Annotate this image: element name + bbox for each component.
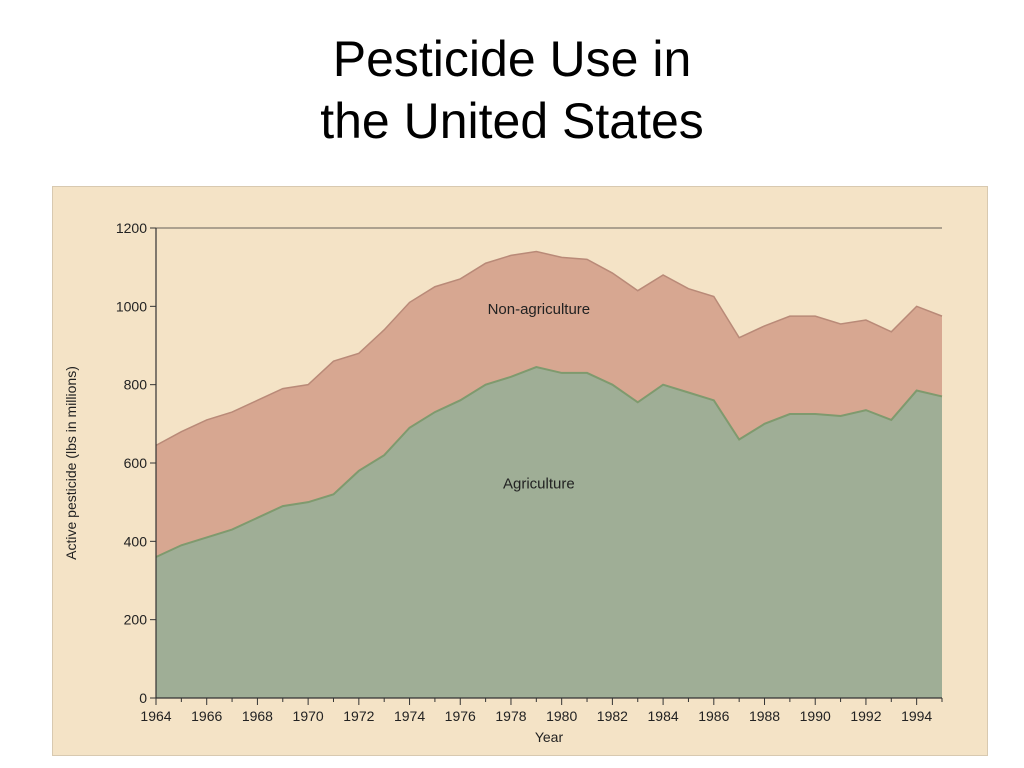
pesticide-area-chart: 0 200 400 600 800 1000 1200 1964 1966 1968 1970 197… bbox=[63, 220, 943, 745]
x-tick-label: 1988 bbox=[749, 708, 780, 724]
x-tick-label: 1982 bbox=[597, 708, 628, 724]
y-tick-label: 0 bbox=[139, 690, 147, 706]
non-agriculture-top-line bbox=[155, 250, 943, 447]
x-tick-label: 1976 bbox=[445, 708, 476, 724]
y-axis-label: Active pesticide (lbs in millions) bbox=[63, 366, 79, 560]
title-line-2: the United States bbox=[320, 93, 704, 149]
x-tick-label: 1974 bbox=[394, 708, 425, 724]
non-agriculture-area bbox=[156, 251, 942, 557]
y-tick-label: 600 bbox=[124, 455, 148, 471]
agriculture-area bbox=[156, 367, 942, 698]
x-tick-label: 1984 bbox=[648, 708, 679, 724]
x-tick-label: 1972 bbox=[343, 708, 374, 724]
x-axis-label: Year bbox=[535, 729, 564, 745]
x-tick-label: 1990 bbox=[800, 708, 831, 724]
x-tick-label: 1994 bbox=[901, 708, 932, 724]
x-tick-label: 1970 bbox=[293, 708, 324, 724]
agriculture-label: Agriculture bbox=[503, 475, 575, 492]
x-tick-label: 1978 bbox=[495, 708, 526, 724]
x-tick-label: 1986 bbox=[698, 708, 729, 724]
slide-title: Pesticide Use in the United States bbox=[0, 28, 1024, 152]
y-tick-label: 400 bbox=[124, 533, 148, 549]
y-tick-label: 800 bbox=[124, 377, 148, 393]
y-tick-label: 200 bbox=[124, 612, 148, 628]
title-line-1: Pesticide Use in bbox=[332, 31, 692, 87]
y-tick-label: 1200 bbox=[116, 220, 147, 236]
x-tick-label: 1968 bbox=[242, 708, 273, 724]
x-tick-label: 1980 bbox=[546, 708, 577, 724]
y-tick-label: 1000 bbox=[116, 298, 147, 314]
non-agriculture-label: Non-agriculture bbox=[488, 301, 591, 318]
agriculture-top-line bbox=[155, 365, 943, 558]
x-tick-label: 1992 bbox=[850, 708, 881, 724]
x-tick-label: 1964 bbox=[140, 708, 171, 724]
x-tick-label: 1966 bbox=[191, 708, 222, 724]
